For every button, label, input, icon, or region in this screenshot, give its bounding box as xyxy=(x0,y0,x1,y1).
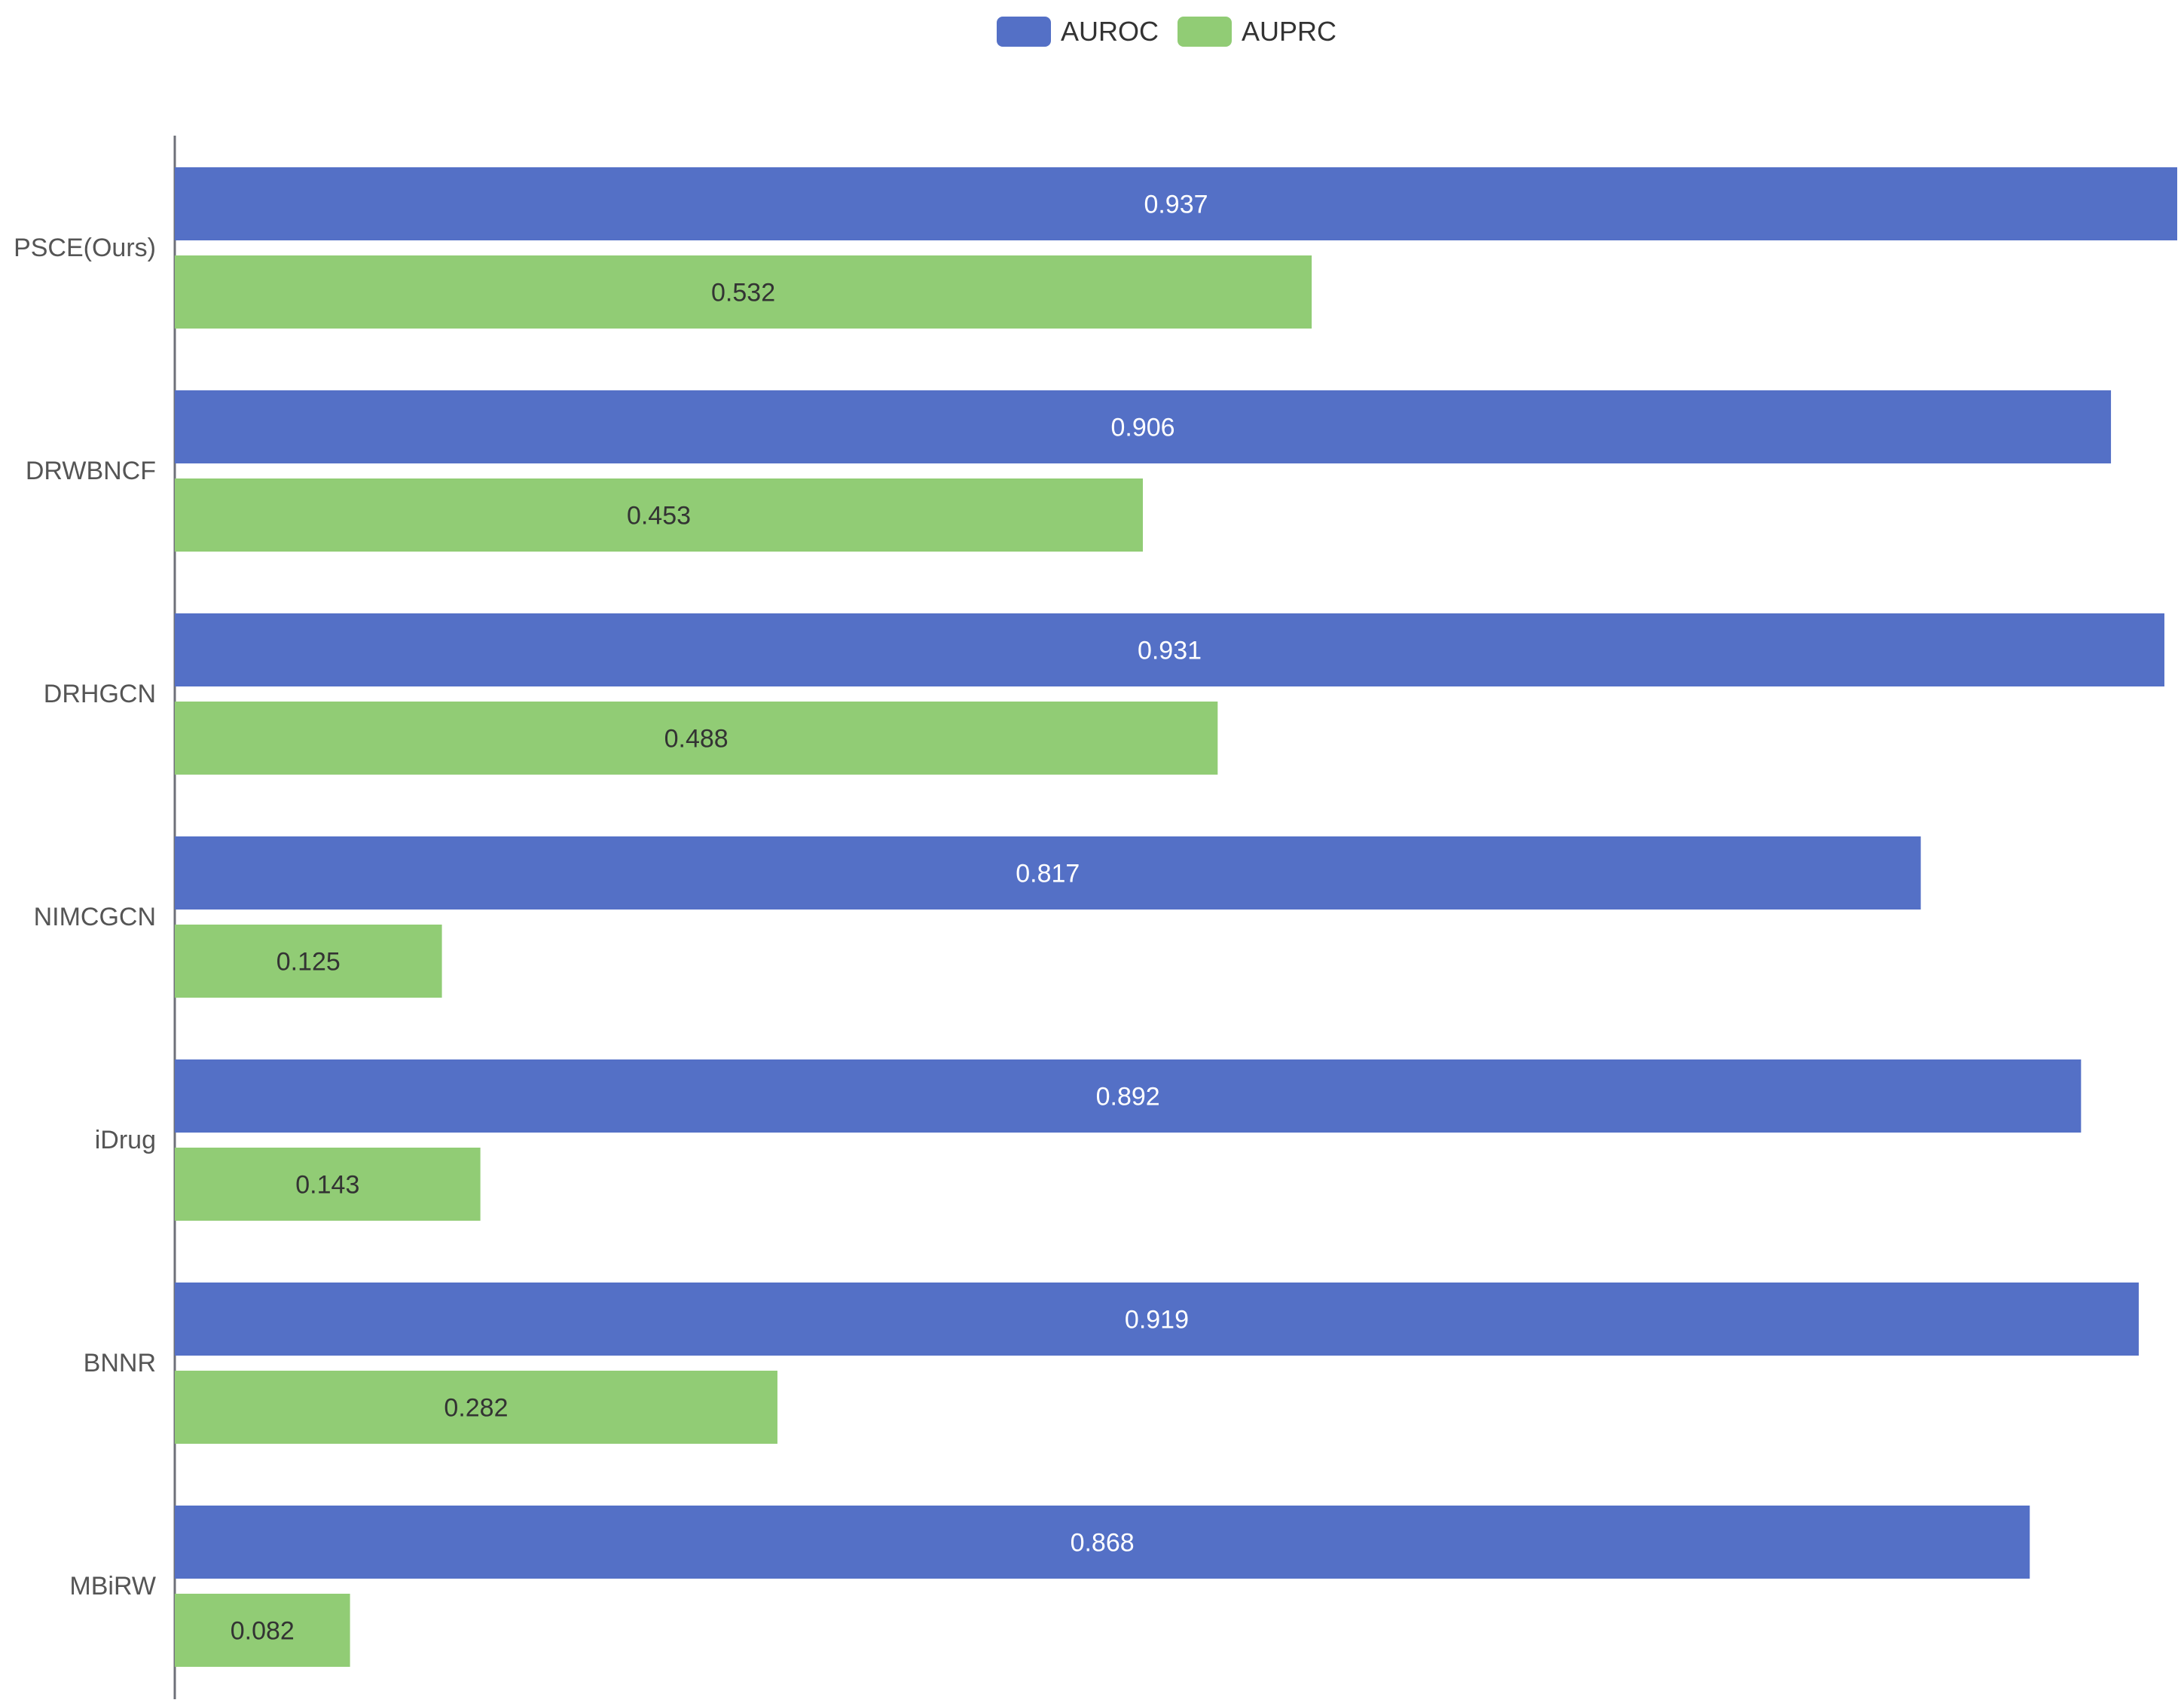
bar-label-auprc-mbirw: 0.082 xyxy=(231,1617,295,1646)
bar-label-auprc-bnnr: 0.282 xyxy=(444,1394,508,1423)
category-label-mbirw: MBiRW xyxy=(69,1572,156,1601)
bar-auroc-drhgcn[interactable] xyxy=(175,613,2164,686)
category-label-nimcgcn: NIMCGCN xyxy=(34,903,156,931)
bar-auprc-nimcgcn[interactable] xyxy=(175,925,442,998)
bar-label-auroc-bnnr: 0.919 xyxy=(1125,1306,1189,1335)
bar-auroc-nimcgcn[interactable] xyxy=(175,836,1921,910)
bar-auprc-bnnr[interactable] xyxy=(175,1371,777,1444)
legend-label-auroc: AUROC xyxy=(1061,16,1159,47)
bar-auprc-drhgcn[interactable] xyxy=(175,702,1218,775)
bar-labels: 0.937 0.532 0.906 0.453 0.931 0.488 0.817 0.125… xyxy=(231,191,1208,1646)
bar-label-auprc-idrug: 0.143 xyxy=(295,1171,359,1200)
category-label-drwbncf: DRWBNCF xyxy=(26,457,156,485)
category-label-idrug: iDrug xyxy=(95,1126,156,1154)
bar-auroc-mbirw[interactable] xyxy=(175,1506,2030,1579)
category-label-psce-ours: PSCE(Ours) xyxy=(14,234,156,262)
bar-label-auprc-nimcgcn: 0.125 xyxy=(276,948,341,977)
category-label-drhgcn: DRHGCN xyxy=(44,680,156,708)
bar-auprc-idrug[interactable] xyxy=(175,1148,481,1221)
bar-label-auprc-drwbncf: 0.453 xyxy=(627,502,691,530)
bar-label-auprc-psce-ours: 0.532 xyxy=(711,279,775,307)
bar-label-auprc-drhgcn: 0.488 xyxy=(664,725,729,754)
bar-label-auroc-mbirw: 0.868 xyxy=(1071,1529,1135,1558)
bar-auroc-bnnr[interactable] xyxy=(175,1283,2139,1356)
bar-label-auroc-nimcgcn: 0.817 xyxy=(1016,860,1080,888)
bar-auroc-drwbncf[interactable] xyxy=(175,390,2112,463)
legend-swatch-auprc xyxy=(1178,17,1232,47)
bars xyxy=(175,167,2177,1667)
bar-label-auroc-drhgcn: 0.931 xyxy=(1138,637,1202,665)
legend-item-auprc[interactable]: AUPRC xyxy=(1178,16,1336,47)
bar-label-auroc-idrug: 0.892 xyxy=(1096,1083,1160,1111)
legend-swatch-auroc xyxy=(997,17,1051,47)
legend-label-auprc: AUPRC xyxy=(1242,16,1336,47)
bar-auprc-mbirw[interactable] xyxy=(175,1594,350,1667)
bar-auroc-psce-ours[interactable] xyxy=(175,167,2177,240)
bar-label-auroc-psce-ours: 0.937 xyxy=(1144,191,1208,219)
category-label-bnnr: BNNR xyxy=(84,1349,156,1377)
bar-label-auroc-drwbncf: 0.906 xyxy=(1110,414,1174,442)
bar-auroc-idrug[interactable] xyxy=(175,1059,2082,1133)
bar-auprc-drwbncf[interactable] xyxy=(175,478,1144,552)
category-labels: PSCE(Ours) DRWBNCF DRHGCN NIMCGCN iDrug BNNR M… xyxy=(14,234,156,1601)
legend: AUROC AUPRC xyxy=(997,16,1336,47)
bar-auprc-psce-ours[interactable] xyxy=(175,255,1312,329)
legend-item-auroc[interactable]: AUROC xyxy=(997,16,1159,47)
